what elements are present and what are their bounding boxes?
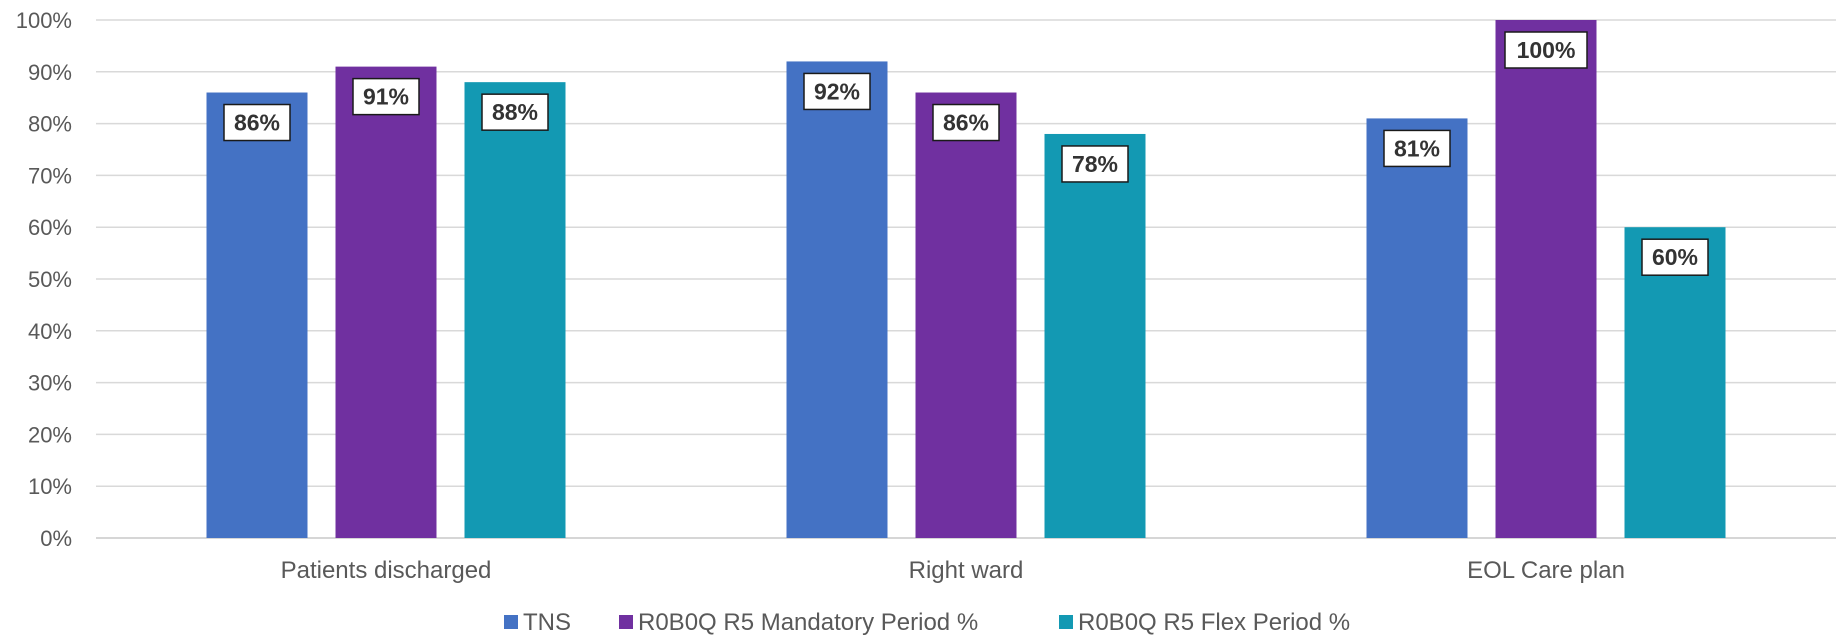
data-label: 81% [1394,135,1440,161]
y-tick-label: 20% [28,422,72,447]
legend-label: TNS [523,609,571,636]
y-tick-label: 90% [28,60,72,85]
bar [786,61,888,538]
legend-swatch [1059,615,1073,629]
data-label-box [352,77,420,116]
legend-swatch [504,615,518,629]
category-label: Patients discharged [281,557,492,584]
category-label: EOL Care plan [1467,557,1625,584]
bar [915,92,1017,539]
data-label: 92% [814,78,860,104]
y-tick-label: 40% [28,319,72,344]
data-label-box [803,72,871,111]
bar [335,66,437,539]
legend-label: R0B0Q R5 Flex Period % [1078,609,1350,636]
y-tick-label: 10% [28,474,72,499]
legend: TNS R0B0Q R5 Mandatory Period % R0B0Q R5 F… [504,609,1350,636]
x-axis-category-labels: Patients discharged Right ward EOL Care pl… [281,557,1625,584]
bar [1366,118,1468,539]
y-tick-label: 0% [40,526,72,551]
bar [1624,227,1726,538]
data-label: 60% [1652,244,1698,270]
data-label: 86% [234,110,280,136]
y-tick-label: 60% [28,215,72,240]
data-label-box [1383,129,1451,168]
y-axis-tick-labels: 0% 10% 20% 30% 40% 50% 60% 70% 80% 90% 100% [16,8,72,551]
data-label-box [932,103,1000,142]
data-label: 91% [363,84,409,110]
data-label: 100% [1517,37,1576,63]
data-label: 88% [492,99,538,125]
y-tick-label: 100% [16,8,72,33]
y-tick-label: 70% [28,163,72,188]
y-tick-label: 50% [28,267,72,292]
legend-swatch [619,615,633,629]
data-label-box [1641,238,1709,276]
bar [1044,133,1146,538]
y-tick-label: 80% [28,112,72,137]
data-label-box [1061,145,1129,183]
data-label-box [223,103,291,142]
category-label: Right ward [909,557,1024,584]
data-label-box [1504,31,1588,69]
bar [1495,20,1597,538]
bar [206,92,308,539]
data-label: 86% [943,110,989,136]
data-labels: 86% 91% 88% 92% 86% 78% 81% 100% 60% [223,31,1709,276]
data-label: 78% [1072,151,1118,177]
legend-label: R0B0Q R5 Mandatory Period % [638,609,978,636]
bars [206,20,1726,539]
bar [464,82,566,538]
data-label-box [481,93,549,131]
y-tick-label: 30% [28,371,72,396]
